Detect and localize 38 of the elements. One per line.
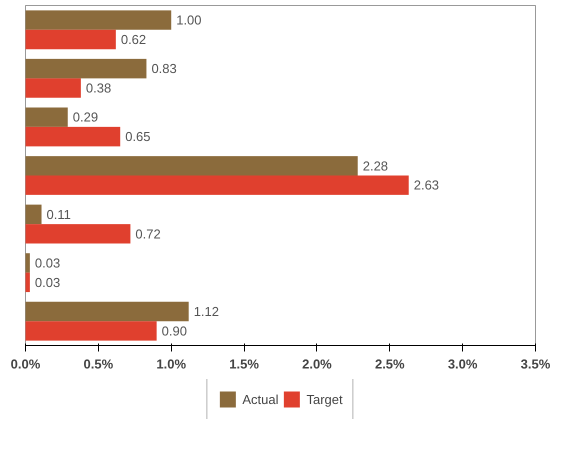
x-tick-label: 0.0% [10,356,41,372]
x-tick-label: 1.0% [156,356,186,372]
data-label: 0.83 [151,61,177,76]
data-label: 0.72 [135,226,161,242]
legend-label: Target [306,392,343,406]
data-label: 0.03 [34,274,60,290]
data-label: 0.62 [120,32,146,47]
data-label: 0.90 [162,323,187,338]
bar [26,253,30,273]
data-label: 0.65 [125,129,151,144]
bar [26,272,30,292]
data-label: 0.03 [34,255,60,270]
x-tick-label: 1.5% [229,356,260,372]
bar [26,224,130,244]
bar [26,204,42,224]
bar [26,321,157,341]
data-label: 1.00 [176,12,202,28]
data-label: 0.38 [86,80,112,96]
data-label: 1.12 [194,304,220,319]
data-label: 0.11 [46,206,71,222]
data-label: 2.28 [362,158,388,174]
data-label: 0.29 [72,110,98,125]
bar [26,30,116,50]
bar [26,108,68,127]
x-tick-label: 3.5% [520,356,551,372]
bar [26,78,81,98]
bar [26,156,358,176]
bar [26,126,120,146]
x-tick-label: 2.0% [302,356,332,372]
x-tick-label: 2.5% [374,356,406,372]
bar [26,58,146,78]
legend-label: Actual [242,392,278,406]
x-tick-label: 0.5% [84,356,114,372]
x-tick-label: 3.0% [448,356,478,372]
data-label: 2.63 [414,178,440,193]
bar [26,10,172,30]
bar [26,176,409,195]
bar [26,302,189,322]
